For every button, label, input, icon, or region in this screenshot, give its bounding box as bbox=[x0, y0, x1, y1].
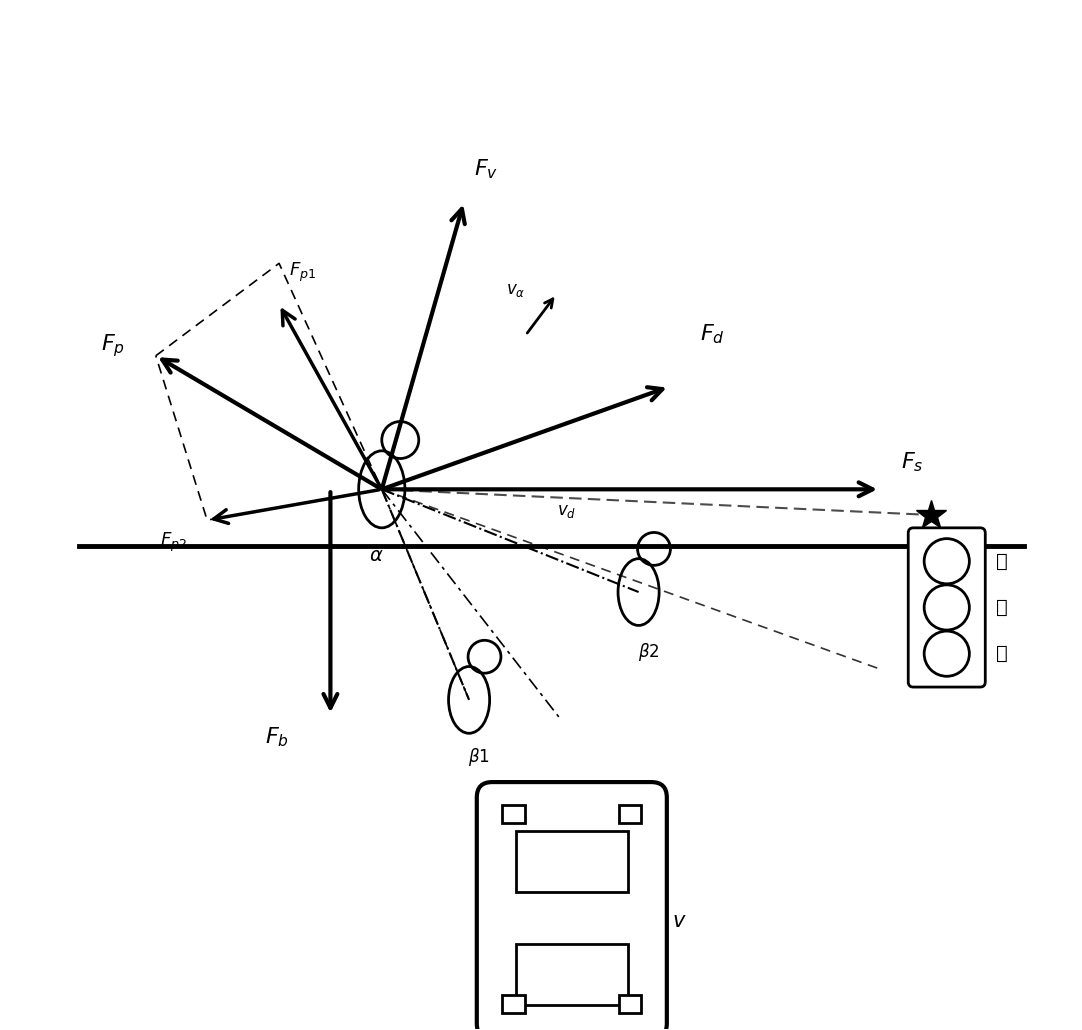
Text: $F_{p2}$: $F_{p2}$ bbox=[159, 530, 186, 553]
Bar bbox=[502, 804, 525, 823]
Text: $v_d$: $v_d$ bbox=[557, 502, 577, 520]
Text: $F_b$: $F_b$ bbox=[265, 725, 289, 749]
Text: $\beta1$: $\beta1$ bbox=[469, 746, 490, 768]
Text: $F_p$: $F_p$ bbox=[101, 332, 126, 358]
Text: $des$: $des$ bbox=[941, 556, 980, 576]
Text: $v_\alpha$: $v_\alpha$ bbox=[505, 281, 525, 300]
Text: 绿: 绿 bbox=[995, 644, 1007, 663]
Text: $F_v$: $F_v$ bbox=[474, 158, 499, 181]
Text: $F_s$: $F_s$ bbox=[900, 450, 923, 474]
Text: $v$: $v$ bbox=[672, 911, 687, 931]
Bar bbox=[502, 995, 525, 1014]
Text: $F_d$: $F_d$ bbox=[700, 322, 725, 345]
Text: $F_{p1}$: $F_{p1}$ bbox=[289, 261, 317, 284]
Text: $\beta2$: $\beta2$ bbox=[638, 642, 660, 663]
Bar bbox=[619, 804, 642, 823]
Text: 黄: 黄 bbox=[995, 598, 1007, 617]
Bar bbox=[619, 995, 642, 1014]
FancyBboxPatch shape bbox=[477, 782, 667, 1030]
FancyBboxPatch shape bbox=[908, 527, 986, 687]
Text: 红: 红 bbox=[995, 552, 1007, 571]
Text: $\alpha$: $\alpha$ bbox=[369, 546, 384, 564]
